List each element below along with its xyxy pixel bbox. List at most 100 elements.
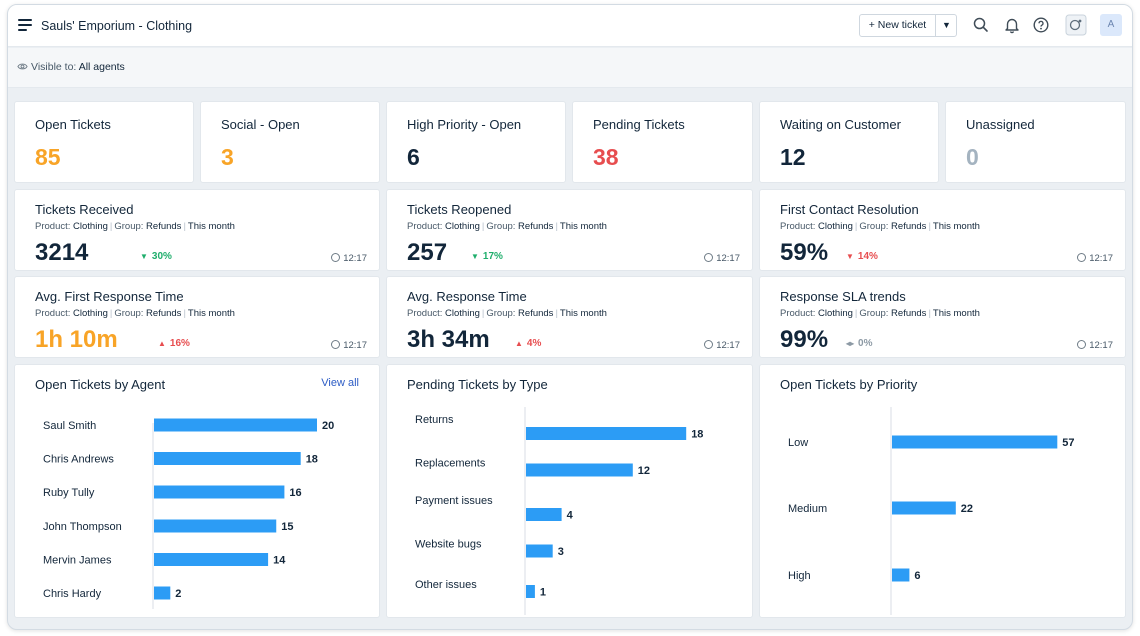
category-label: Website bugs (415, 539, 482, 551)
eye-icon (17, 63, 28, 70)
metric-filters: Product: Clothing | Group: Refunds | This mo… (35, 308, 235, 319)
bar[interactable] (892, 435, 1058, 449)
category-label: Ruby Tully (43, 487, 95, 499)
metric-time: 12:17 (704, 253, 740, 264)
metric-time: 12:17 (1077, 253, 1113, 264)
chart-title: Open Tickets by Priority (780, 377, 918, 392)
metric-title: First Contact Resolution (780, 202, 919, 217)
chart-open-tickets-by-priority: Low 57 Medium 22 High 6 (788, 407, 1075, 615)
clock-icon (331, 253, 341, 262)
trend-icon: ◂▸ (846, 339, 855, 348)
help-icon[interactable] (1032, 16, 1050, 34)
view-all-link[interactable]: View all (321, 377, 359, 389)
time-value: 12:17 (1089, 340, 1113, 351)
bar[interactable] (154, 452, 301, 465)
stat-card-open-tickets[interactable]: Open Tickets 85 (14, 101, 194, 183)
group-label: Group: (859, 221, 889, 232)
clock-icon (704, 253, 714, 262)
data-label: 1 (540, 587, 546, 599)
group-label: Group: (114, 221, 144, 232)
new-ticket-label[interactable]: + New ticket (868, 19, 927, 31)
metric-card[interactable]: Avg. First Response Time Product: Clothin… (14, 276, 380, 358)
stat-card-social-open[interactable]: Social - Open 3 (200, 101, 380, 183)
new-ticket-button[interactable]: + New ticket ▼ (859, 14, 957, 37)
metric-change: ▼ 14% (846, 251, 878, 262)
metric-card[interactable]: Response SLA trends Product: Clothing | Gro… (759, 276, 1126, 358)
bar[interactable] (526, 427, 687, 440)
product-value: Clothing (818, 308, 853, 319)
time-value: 12:17 (1089, 253, 1113, 264)
category-label: Mervin James (43, 555, 112, 567)
menu-icon[interactable] (18, 19, 32, 33)
period-value: This month (932, 221, 980, 232)
separator: | (555, 308, 558, 319)
avatar[interactable]: A (1100, 14, 1122, 36)
app-window: Sauls' Emporium - Clothing + New ticket … (7, 4, 1133, 630)
time-value: 12:17 (716, 253, 740, 264)
group-value: Refunds (146, 308, 182, 319)
change-value: 14% (857, 251, 878, 262)
page-title: Sauls' Emporium - Clothing (41, 19, 193, 33)
data-label: 12 (638, 465, 650, 477)
bar[interactable] (526, 463, 633, 477)
trend-icon: ▲ (158, 339, 166, 348)
category-label: Saul Smith (43, 420, 96, 432)
data-label: 15 (281, 521, 293, 533)
group-value: Refunds (518, 308, 554, 319)
metric-change: ▲ 4% (515, 338, 541, 349)
separator: | (928, 221, 931, 232)
bar[interactable] (154, 418, 317, 432)
separator: | (928, 308, 931, 319)
bar[interactable] (154, 553, 269, 566)
category-label: John Thompson (43, 521, 122, 533)
bar[interactable] (892, 501, 956, 515)
trend-icon: ▲ (515, 339, 523, 348)
apps-icon[interactable] (1065, 14, 1087, 36)
metric-value: 3h 34m (407, 326, 490, 353)
visibility-text[interactable]: Visible to: All agents (31, 61, 125, 73)
bar[interactable] (154, 519, 277, 533)
metric-time: 12:17 (331, 253, 367, 264)
group-value: Refunds (891, 308, 927, 319)
metric-value: 1h 10m (35, 326, 118, 353)
top-bar: Sauls' Emporium - Clothing + New ticket … (8, 5, 1132, 47)
product-label: Product: (35, 221, 71, 232)
metric-change: ▼ 17% (471, 251, 503, 262)
metric-change: ◂▸ 0% (846, 338, 872, 349)
bar[interactable] (526, 585, 535, 598)
metric-filters: Product: Clothing | Group: Refunds | This mo… (780, 308, 980, 319)
metric-title: Response SLA trends (780, 289, 906, 304)
stat-card-waiting-on-customer[interactable]: Waiting on Customer 12 (759, 101, 939, 183)
bar[interactable] (154, 485, 285, 499)
stat-card-pending-tickets[interactable]: Pending Tickets 38 (572, 101, 753, 183)
product-label: Product: (407, 221, 443, 232)
category-label: Returns (415, 414, 454, 426)
category-label: Replacements (415, 458, 486, 470)
search-icon[interactable] (972, 16, 990, 34)
stat-title: Unassigned (966, 117, 1035, 132)
separator: | (481, 308, 485, 319)
metric-card[interactable]: Tickets Reopened Product: Clothing | Group:… (386, 189, 753, 271)
time-value: 12:17 (343, 253, 367, 264)
stat-card-high-priority-open[interactable]: High Priority - Open 6 (386, 101, 566, 183)
chevron-down-icon[interactable]: ▼ (942, 20, 951, 30)
separator: | (109, 221, 113, 232)
metric-card[interactable]: First Contact Resolution Product: Clothin… (759, 189, 1126, 271)
product-value: Clothing (73, 221, 108, 232)
metric-title: Tickets Reopened (407, 202, 512, 217)
metric-title: Tickets Received (35, 202, 134, 217)
stat-value: 38 (593, 144, 619, 170)
metric-card[interactable]: Tickets Received Product: Clothing | Group:… (14, 189, 380, 271)
bar[interactable] (154, 586, 171, 600)
stat-title: Social - Open (221, 117, 300, 132)
bar[interactable] (526, 544, 553, 558)
trend-icon: ▼ (471, 252, 479, 261)
bar[interactable] (892, 568, 910, 582)
metric-time: 12:17 (1077, 340, 1113, 351)
bar[interactable] (526, 508, 562, 521)
bell-icon[interactable] (1003, 16, 1021, 34)
metric-card[interactable]: Avg. Response Time Product: Clothing | Grou… (386, 276, 753, 358)
data-label: 2 (175, 588, 181, 600)
stat-card-unassigned[interactable]: Unassigned 0 (945, 101, 1126, 183)
data-label: 14 (273, 555, 286, 567)
